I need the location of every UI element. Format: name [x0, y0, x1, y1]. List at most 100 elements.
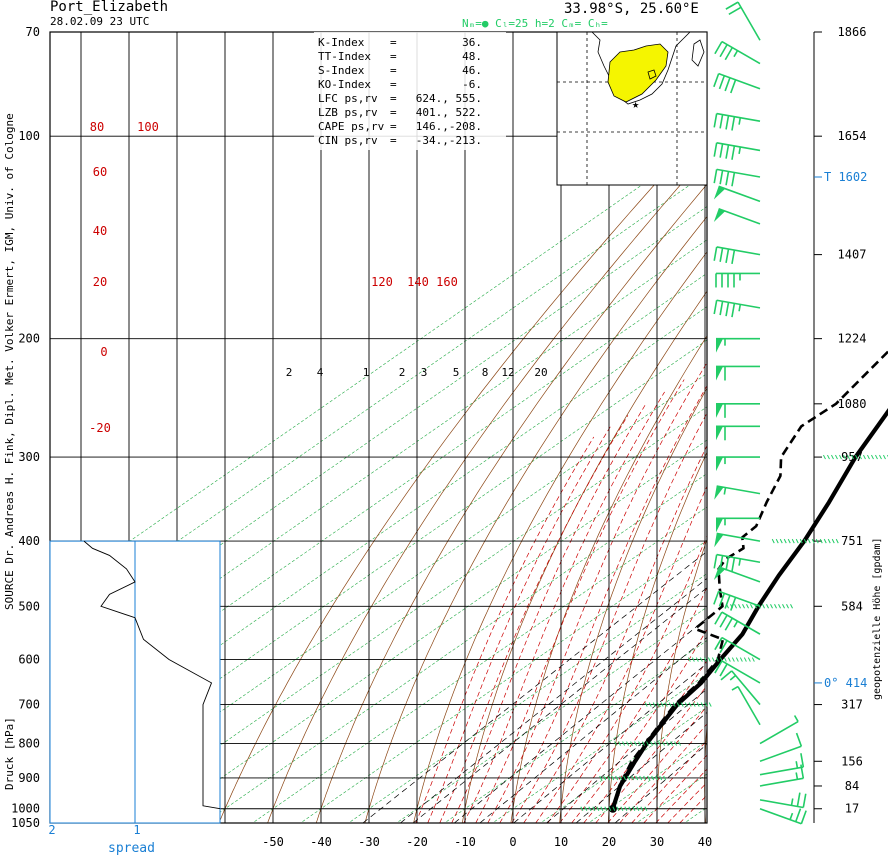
wind-barb	[713, 246, 761, 265]
index-name: KO-Index	[318, 78, 371, 91]
isotherm-line	[50, 239, 707, 698]
station-title: Port_Elizabeth	[50, 0, 168, 15]
parcel-level-mark	[612, 806, 616, 811]
mixing-ratio-label: 3	[421, 366, 428, 379]
parcel-level-mark	[715, 657, 719, 662]
skewed-isotherms	[50, 139, 707, 823]
moist-adiabat-line	[523, 444, 707, 823]
moist-adiabat-line	[463, 391, 665, 823]
index-eq: =	[390, 106, 397, 119]
parcel-level-mark	[704, 702, 708, 707]
height-tick-label: 156	[841, 754, 863, 768]
parcel-level-mark	[703, 657, 707, 662]
parcel-level-mark	[642, 741, 646, 746]
temperature-tick-label: 20	[602, 835, 616, 849]
parcel-level-mark	[603, 775, 607, 781]
wind-barb	[713, 112, 761, 131]
temperature-tick-label: -10	[454, 835, 476, 849]
parcel-level-mark	[639, 775, 643, 781]
parcel-level-mark	[640, 806, 644, 811]
index-name: LZB ps,rv	[318, 106, 378, 119]
parcel-level-mark	[795, 538, 799, 544]
parcel-level-mark	[624, 806, 628, 811]
parcel-level-mark	[799, 538, 803, 544]
dry-adiabat-label: 100	[137, 120, 159, 134]
datetime-label: 28.02.09 23 UTC	[50, 15, 149, 28]
wind-barb	[713, 553, 761, 572]
parcel-level-mark	[775, 538, 779, 544]
pressure-tick-label: 400	[18, 534, 40, 548]
moist-adiabats	[415, 362, 707, 823]
wind-barb	[759, 792, 807, 809]
parcel-level-mark	[762, 604, 765, 609]
wind-barb	[759, 732, 803, 763]
parcel-level-mark	[620, 806, 624, 811]
parcel-level-mark	[723, 657, 727, 662]
mixing-ratio-label: 4	[317, 366, 324, 379]
wind-barb	[716, 337, 760, 353]
dry-adiabat-label: -20	[89, 421, 111, 435]
parcel-level-mark	[779, 538, 783, 544]
wind-barb	[713, 142, 761, 160]
moist-adiabat-line	[655, 768, 707, 823]
wind-barb	[716, 403, 760, 418]
wind-barb	[713, 590, 761, 611]
dry-adiabat-label: 20	[93, 275, 107, 289]
temperature-tick-label: 30	[650, 835, 664, 849]
index-name: CIN ps,rv	[318, 134, 378, 147]
dry-adiabat-line	[413, 251, 707, 823]
moist-adiabat-line	[583, 660, 707, 823]
wind-barb	[716, 517, 760, 533]
parcel-level-mark	[691, 657, 695, 662]
parcel-level-mark	[672, 702, 676, 707]
isotherm-line	[50, 306, 707, 764]
parcel-level-mark	[734, 604, 737, 609]
parcel-level-mark	[827, 454, 830, 460]
index-name: CAPE ps,rv	[318, 120, 385, 133]
parcel-level-mark	[638, 741, 642, 746]
mixing-ratio-line	[513, 662, 707, 823]
parcel-level-mark	[867, 454, 870, 460]
moist-adiabat-line	[499, 385, 707, 823]
parcel-level-mark	[731, 657, 735, 662]
moist-adiabat-line	[475, 379, 685, 823]
pressure-tick-label: 200	[18, 332, 40, 346]
pressure-tick-label: 300	[18, 450, 40, 464]
height-tick-label: 1224	[838, 332, 867, 346]
parcel-level-mark	[631, 775, 635, 781]
height-tick-label: 317	[841, 698, 863, 712]
dry-adiabat-label: 60	[93, 165, 107, 179]
wind-barb	[725, 1, 761, 41]
parcel-level-mark	[739, 657, 743, 662]
wind-barb	[714, 636, 761, 661]
index-value: 46.	[462, 64, 482, 77]
index-eq: =	[390, 50, 397, 63]
height-tick-label: 1407	[838, 248, 867, 262]
index-value: -34.,-213.	[416, 134, 482, 147]
parcel-level-mark	[580, 806, 584, 811]
parcel-level-mark	[670, 741, 674, 746]
isotherm-line	[50, 339, 707, 798]
parcel-level-mark	[695, 657, 699, 662]
index-box: K-Index = 36. TT-Index = 48. S-Index = 46. KO-Ind…	[314, 32, 506, 150]
parcel-level-mark	[596, 806, 600, 811]
parcel-level-mark	[711, 657, 715, 662]
parcel-level-mark	[708, 702, 712, 707]
moist-adiabat-line	[571, 628, 707, 823]
index-name: LFC ps,rv	[318, 92, 378, 105]
parcel-level-mark	[770, 604, 773, 609]
station-coords: 33.98°S, 25.60°E	[564, 1, 699, 17]
height-tick-label: 751	[841, 534, 863, 548]
wind-barb	[713, 185, 761, 203]
parcel-level-mark	[859, 454, 862, 460]
axis-labels: 7010020030040050060070080090010001050-50…	[11, 25, 888, 849]
parcel-level-mark	[628, 806, 632, 811]
moist-adiabat-line	[535, 485, 707, 823]
index-name: S-Index	[318, 64, 365, 77]
height-tick-label: 1866	[838, 25, 867, 39]
parcel-level-mark	[835, 454, 838, 460]
mixing-ratio-line	[546, 688, 707, 823]
parcel-level-mark	[622, 741, 626, 746]
lesotho-outline	[647, 69, 657, 80]
moist-adiabat-line	[619, 723, 707, 823]
